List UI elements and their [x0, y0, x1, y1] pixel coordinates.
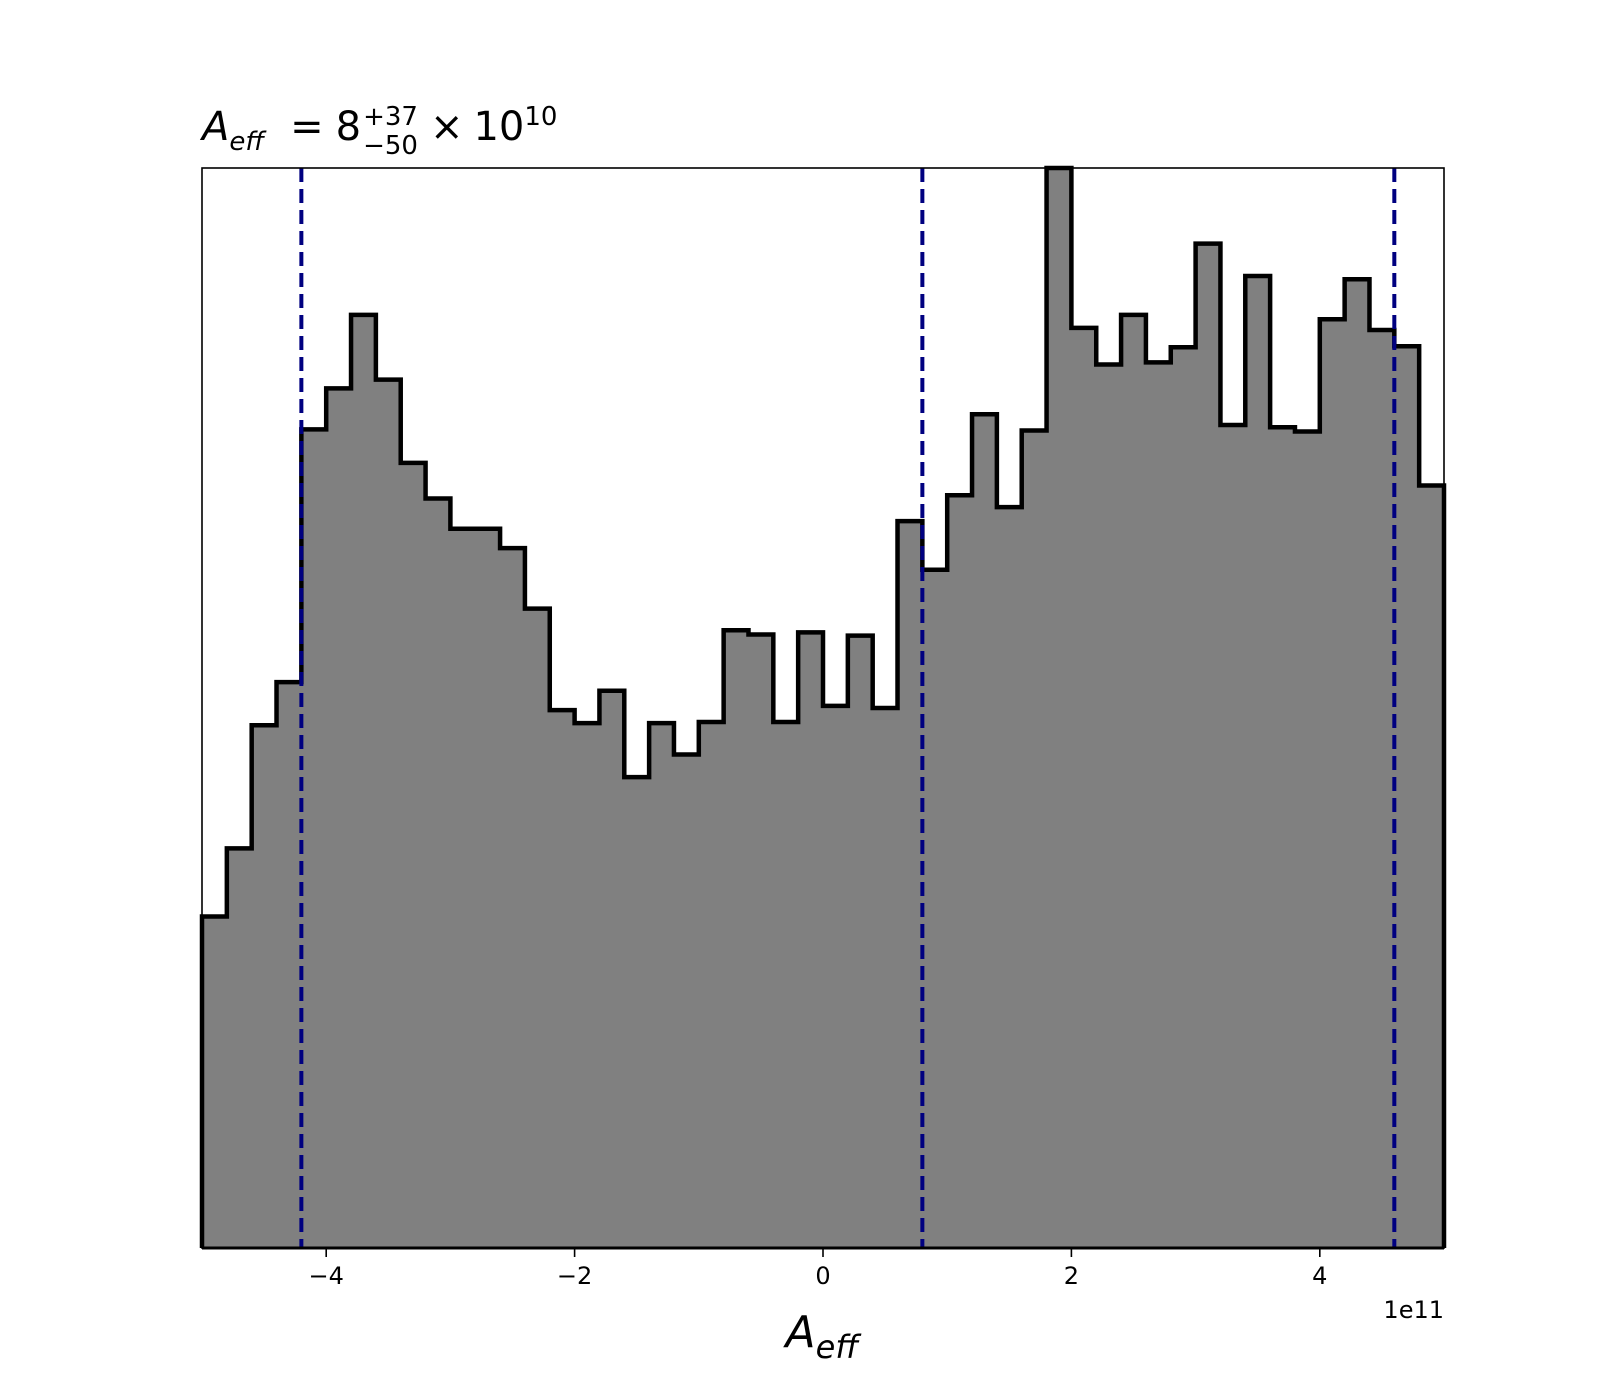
x-tick-label: −4 [309, 1262, 344, 1290]
title-mantissa: 8 [336, 104, 361, 150]
histogram-bar [375, 379, 402, 1248]
histogram-bar [773, 722, 799, 1248]
title-equals: = [290, 104, 324, 150]
histogram-bar [947, 495, 973, 1248]
histogram-bar [1170, 347, 1197, 1248]
xlabel-symbol: A [783, 1307, 816, 1358]
chart-title: Aeff = 8+37 −50 × 1010 [199, 102, 557, 161]
histogram-bar [450, 528, 476, 1248]
histogram-bar [326, 388, 352, 1248]
histogram-bar [475, 528, 501, 1248]
histogram-bar [1369, 330, 1395, 1248]
histogram-bar [1071, 327, 1097, 1249]
histogram-bar [798, 632, 824, 1248]
title-power-base: 10 [473, 104, 524, 150]
histogram-bar [251, 725, 278, 1248]
histogram-bar [599, 690, 625, 1248]
title-symbol-subscript: eff [229, 127, 267, 157]
histogram-bar [649, 723, 675, 1248]
histogram-bar [1419, 485, 1445, 1248]
histogram-bar [823, 705, 849, 1248]
x-axis-ticks: −4 −2 0 2 4 [309, 1248, 1327, 1290]
histogram-bar [1245, 276, 1271, 1248]
xlabel-subscript: eff [816, 1328, 863, 1366]
histogram-bar [1096, 364, 1122, 1248]
title-exponent: 10 [524, 102, 557, 132]
histogram-bar [1021, 430, 1048, 1248]
histogram-bar [524, 608, 551, 1248]
histogram-bar [673, 754, 700, 1248]
histogram-bar [500, 548, 526, 1248]
histogram-bar [723, 630, 750, 1248]
histogram-bar [574, 723, 601, 1248]
histogram-bar [202, 916, 228, 1248]
quantile-lines [299, 168, 1397, 1248]
x-tick-label: 4 [1312, 1262, 1327, 1290]
histogram-bar [1145, 362, 1172, 1248]
histogram-bar [425, 498, 451, 1249]
histogram-bar [301, 429, 327, 1248]
histogram-bar [972, 414, 998, 1248]
histogram-bar [1344, 279, 1371, 1248]
histogram-bar [847, 635, 874, 1248]
histogram-bar [1046, 168, 1072, 1248]
title-upper-error: +37 [363, 102, 418, 132]
x-tick-label: −2 [557, 1262, 592, 1290]
histogram-bar [400, 462, 427, 1249]
histogram-bar [351, 314, 377, 1248]
title-times: × [430, 104, 464, 150]
x-tick-label: 0 [815, 1262, 830, 1290]
plot-area [199, 165, 1447, 1250]
title-lower-error: −50 [363, 131, 418, 161]
x-axis-label: Aeff [783, 1307, 863, 1366]
histogram-bar [996, 507, 1023, 1248]
histogram-bar [1121, 314, 1147, 1248]
histogram-bar [1195, 243, 1222, 1249]
histogram-bar [872, 708, 899, 1248]
histogram-bar [226, 848, 253, 1248]
x-offset-label: 1e11 [1383, 1296, 1444, 1324]
histogram-bar [698, 722, 725, 1248]
x-tick-label: 2 [1064, 1262, 1079, 1290]
histogram-bars [202, 168, 1445, 1249]
histogram-bar [1294, 431, 1321, 1248]
histogram-bar [922, 569, 948, 1248]
histogram-bar [1220, 425, 1246, 1248]
histogram-bar [1270, 427, 1296, 1248]
histogram-bar [276, 682, 302, 1248]
histogram-step-outline [199, 165, 1447, 1248]
title-symbol: A [199, 104, 229, 150]
histogram-bar [897, 521, 923, 1248]
histogram-bar [549, 710, 576, 1248]
histogram-bar [1319, 319, 1346, 1248]
histogram-bar [1394, 346, 1420, 1248]
histogram-bar [624, 777, 650, 1248]
histogram-bar [748, 634, 774, 1248]
